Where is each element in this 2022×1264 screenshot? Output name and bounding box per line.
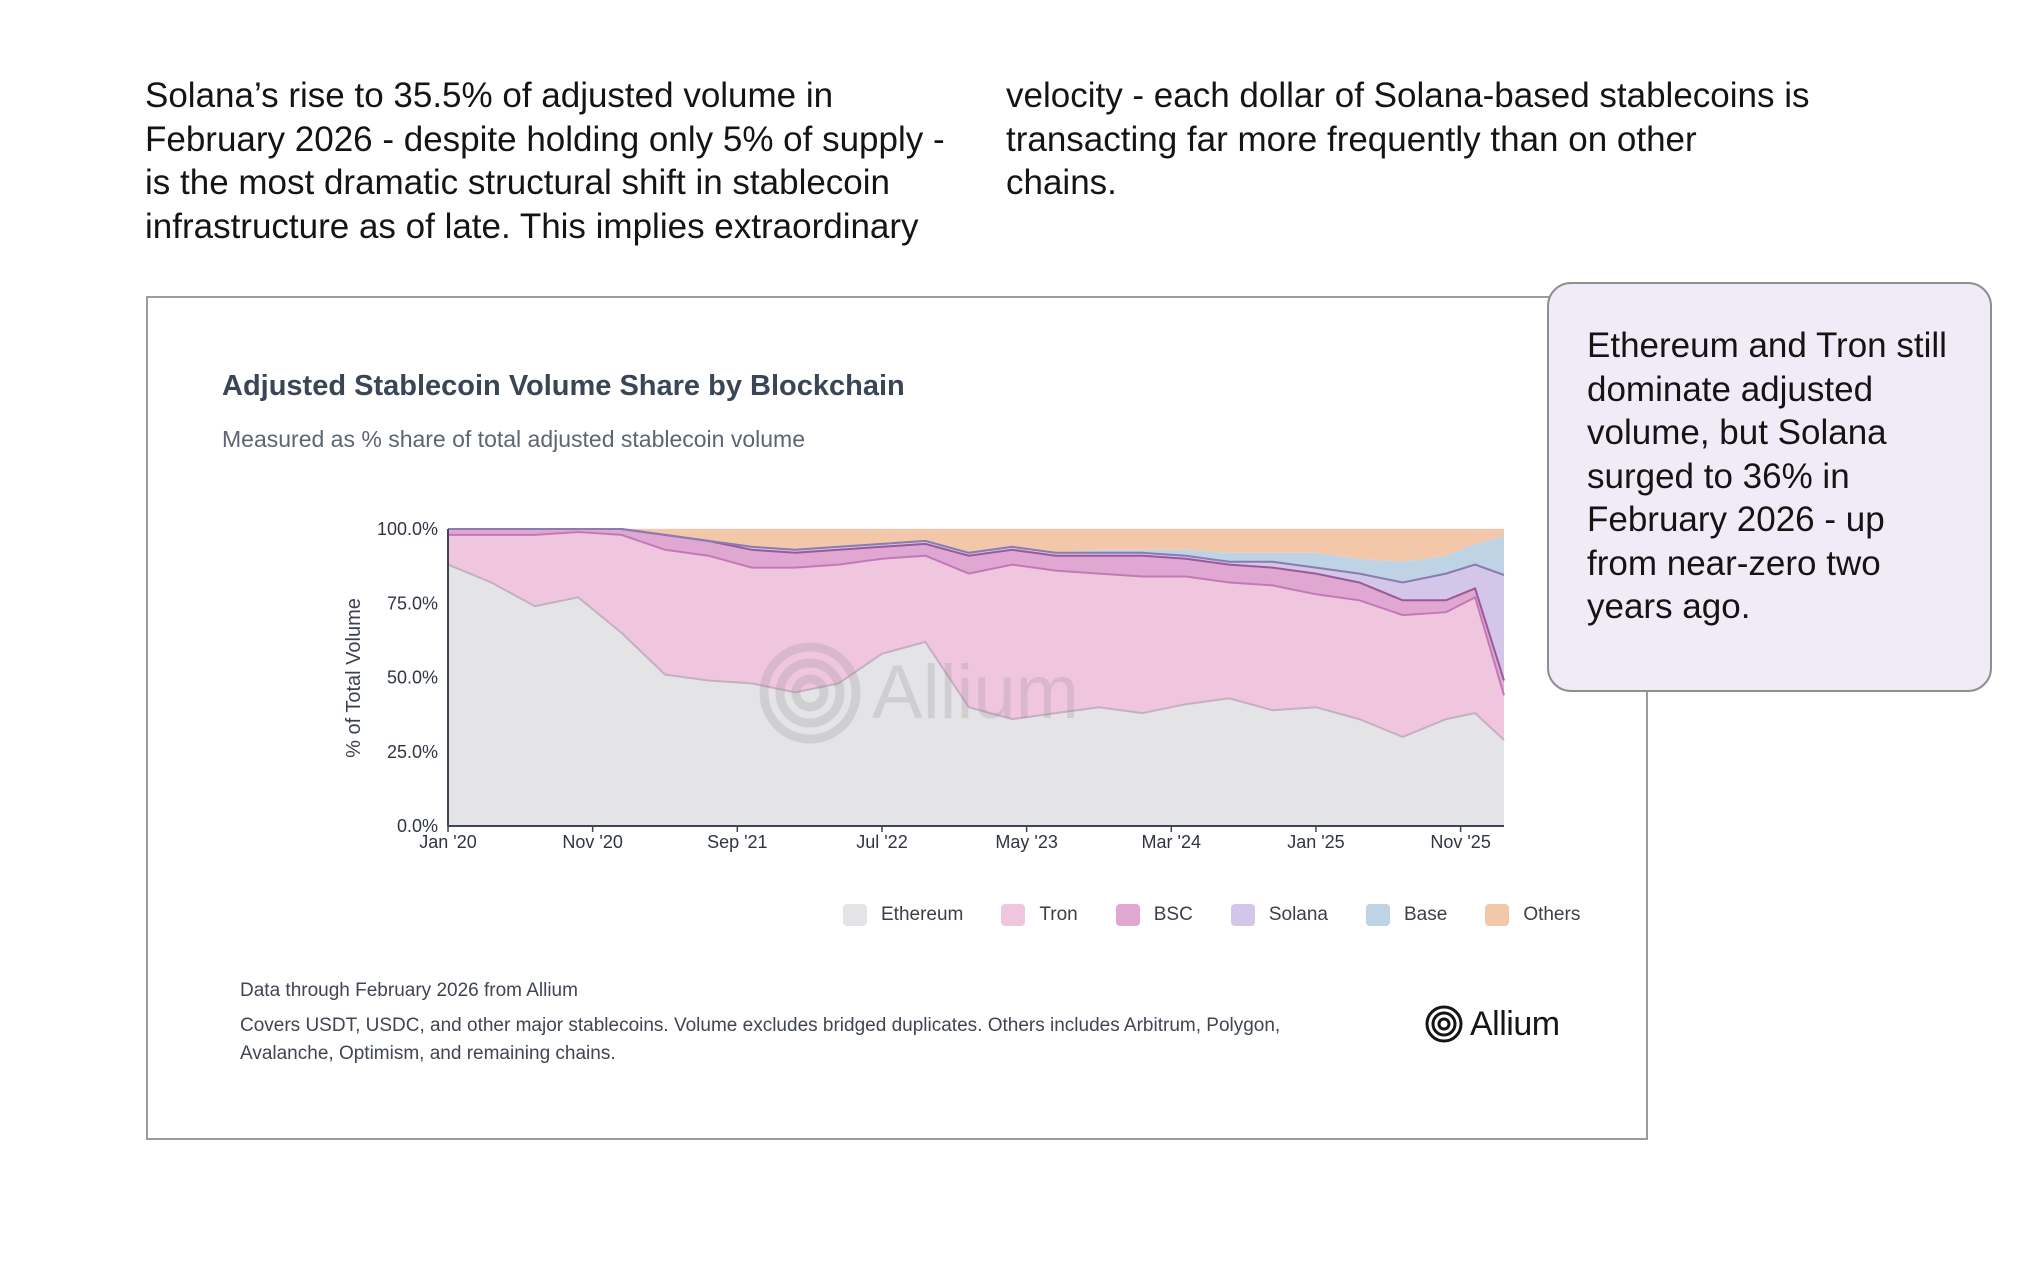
chart-title: Adjusted Stablecoin Volume Share by Bloc… — [222, 370, 905, 402]
x-tick-label: Sep '21 — [707, 832, 768, 852]
intro-paragraph-left: Solana’s rise to 35.5% of adjusted volum… — [145, 76, 945, 246]
y-tick-label: 25.0% — [387, 742, 438, 762]
line-ethereum — [447, 563, 1505, 741]
legend-label-bsc: BSC — [1153, 904, 1193, 925]
y-tick-label: 75.0% — [387, 593, 438, 613]
y-tick-label: 100.0% — [377, 519, 438, 539]
x-tick-label: Mar '24 — [1142, 832, 1201, 852]
legend-swatch-others — [1485, 904, 1510, 926]
area-bsc — [448, 529, 1504, 696]
x-tick-label: Jan '20 — [419, 832, 476, 852]
legend-swatch-ethereum — [843, 904, 867, 926]
chart-card: Allium 0.0% 25.0% 50.0% 75.0% 100.0% Jan '20 No… — [146, 296, 1648, 1140]
chart-subtitle: Measured as % share of total adjusted st… — [222, 426, 805, 452]
legend-label-tron: Tron — [1039, 904, 1078, 925]
chart-source-note: Data through February 2026 from Allium — [240, 980, 578, 1001]
line-tron — [448, 530, 1505, 696]
x-tick-label: Nov '20 — [562, 832, 622, 852]
watermark-text: Allium — [872, 650, 1079, 735]
y-tick-label: 0.0% — [397, 816, 438, 836]
allium-watermark: Allium — [759, 642, 1079, 744]
allium-logo-icon — [1425, 1005, 1463, 1043]
x-tick-label: Jul '22 — [856, 832, 907, 852]
y-axis-title: % of Total Volume — [343, 598, 365, 758]
legend-item-others: Others — [1485, 904, 1580, 926]
watermark-ring-icon — [775, 658, 845, 728]
allium-logo: Allium — [1424, 1004, 1560, 1044]
legend-swatch-tron — [1001, 904, 1026, 926]
legend-item-tron: Tron — [1001, 904, 1078, 926]
legend-label-solana: Solana — [1268, 904, 1328, 925]
legend-swatch-bsc — [1115, 904, 1140, 926]
chart-coverage-note: Covers USDT, USDC, and other major stabl… — [240, 1015, 1281, 1064]
x-tick-label: Jan '25 — [1287, 832, 1344, 852]
legend-swatch-base — [1366, 904, 1390, 926]
watermark-ring-icon — [791, 674, 829, 712]
legend-item-bsc: BSC — [1115, 904, 1193, 926]
watermark-ring-icon — [759, 642, 861, 744]
allium-logo-text: Allium — [1470, 1004, 1560, 1043]
intro-paragraph-right: velocity - each dollar of Solana-based s… — [1006, 76, 1810, 202]
area-base — [448, 529, 1504, 583]
legend-label-others: Others — [1523, 904, 1581, 925]
chart-legend: Ethereum Tron BSC Solana Base Others — [843, 904, 1580, 926]
x-tick-label: May '23 — [995, 832, 1057, 852]
legend-item-ethereum: Ethereum — [843, 904, 963, 926]
legend-item-base: Base — [1366, 904, 1447, 926]
legend-label-ethereum: Ethereum — [881, 904, 964, 925]
legend-label-base: Base — [1404, 904, 1448, 925]
line-solana — [448, 528, 1505, 584]
callout-box: Ethereum and Tron still dominate adjuste… — [1547, 282, 1992, 692]
y-tick-label: 50.0% — [387, 668, 438, 688]
x-tick-label: Nov '25 — [1430, 832, 1490, 852]
area-others — [448, 529, 1504, 562]
area-ethereum — [448, 564, 1504, 826]
legend-swatch-solana — [1230, 904, 1255, 926]
stacked-area-chart: Allium 0.0% 25.0% 50.0% 75.0% 100.0% Jan '20 No… — [343, 519, 1505, 852]
legend-item-solana: Solana — [1230, 904, 1328, 926]
